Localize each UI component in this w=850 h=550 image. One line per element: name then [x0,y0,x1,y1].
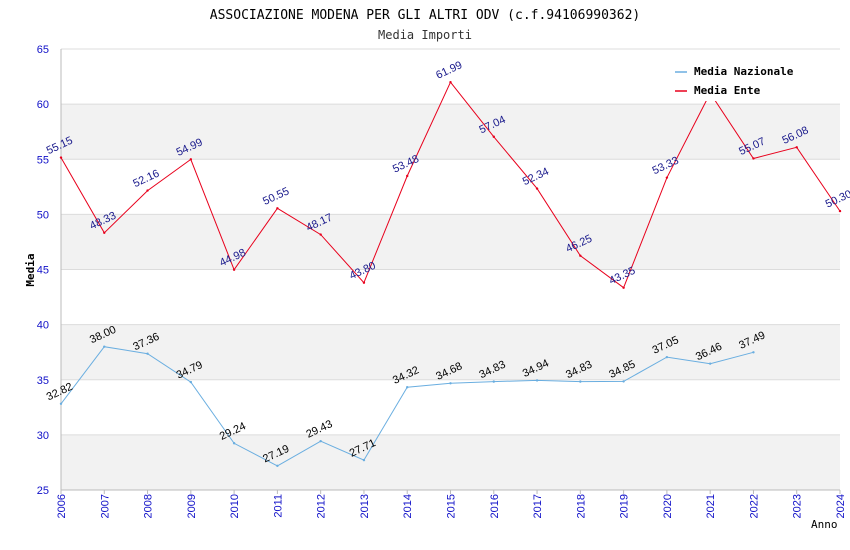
grid-band [61,434,840,490]
y-tick-label: 40 [37,320,49,332]
data-point-media-nazionale [362,458,366,462]
x-tick-label: 2017 [532,494,544,518]
data-point-media-nazionale [708,362,712,365]
data-point-media-ente [189,158,193,161]
data-point-media-nazionale [59,402,63,405]
data-label-media-ente: 52.34 [521,166,551,189]
y-tick-label: 50 [37,209,49,221]
chart-title: ASSOCIAZIONE MODENA PER GLI ALTRI ODV (c… [210,8,640,23]
data-point-media-nazionale [665,355,669,359]
x-tick-label: 2023 [792,494,804,518]
data-point-media-ente [232,268,236,271]
data-point-media-nazionale [319,439,322,443]
y-tick-label: 35 [37,375,49,387]
data-label-media-nazionale: 32.82 [45,381,75,404]
data-point-media-nazionale [535,379,539,382]
x-tick-label: 2021 [705,494,717,518]
legend: Media Nazionale Media Ente [669,60,809,101]
x-tick-label: 2024 [835,494,847,518]
x-tick-label: 2022 [748,494,760,518]
y-tick-label: 45 [37,265,49,277]
data-point-media-ente [276,207,279,210]
x-tick-label: 2008 [143,494,155,518]
x-tick-label: 2019 [619,494,631,518]
data-point-media-nazionale [622,380,625,383]
data-point-media-nazionale [232,442,236,445]
x-axis-title: Anno [811,518,838,531]
data-point-media-nazionale [276,464,279,468]
legend-label-media-nazionale: Media Nazionale [694,65,794,78]
data-point-media-nazionale [146,352,149,355]
x-tick-label: 2010 [229,494,241,518]
x-tick-label: 2016 [489,494,501,518]
data-label-media-ente: 61.99 [434,59,464,82]
data-point-media-nazionale [579,380,582,383]
data-point-media-ente [319,233,322,236]
data-point-media-ente [492,135,495,138]
data-point-media-ente [362,281,366,284]
data-point-media-ente [103,231,106,234]
y-tick-label: 25 [37,485,49,497]
legend-box [669,60,809,101]
x-tick-label: 2006 [56,494,68,518]
y-tick-label: 30 [37,430,49,442]
data-label-media-ente: 50.55 [261,185,291,208]
plot-area: 25 30 35 40 45 50 55 60 65 2006 2007 2008 2009 2010 20… [37,44,850,518]
y-axis-title: Media [24,253,37,286]
x-tick-label: 2015 [446,494,458,518]
data-point-media-nazionale [752,351,755,354]
grid-band [61,214,840,270]
y-tick-label: 55 [37,154,49,166]
x-tick-label: 2009 [186,494,198,518]
x-tick-label: 2007 [99,494,111,518]
x-tick-label: 2018 [575,494,587,518]
data-point-media-ente [838,209,842,213]
data-point-media-ente [59,156,63,159]
x-tick-label: 2014 [402,494,414,518]
data-point-media-nazionale [492,380,495,383]
data-point-media-ente [146,189,149,192]
y-tick-label: 60 [37,99,49,111]
legend-label-media-ente: Media Ente [694,84,761,97]
y-tick-label: 65 [37,44,49,56]
data-point-media-ente [406,174,409,178]
x-tick-label: 2012 [316,494,328,518]
data-label-media-ente: 52.16 [131,168,161,191]
grid-band [61,324,840,380]
data-point-media-nazionale [406,386,409,389]
data-point-media-ente [579,254,582,257]
data-point-media-ente [752,157,755,160]
x-tick-label: 2011 [272,494,284,518]
data-point-media-ente [665,176,669,179]
x-tick-label: 2020 [662,494,674,518]
x-tick-label: 2013 [359,494,371,518]
data-point-media-ente [622,286,625,289]
data-point-media-ente [449,80,452,84]
chart-subtitle: Media Importi [378,28,472,42]
grid-band [61,104,840,160]
data-point-media-ente [795,146,798,149]
data-point-media-nazionale [189,380,193,384]
data-point-media-nazionale [103,345,106,348]
data-point-media-nazionale [449,382,452,385]
data-point-media-ente [535,187,539,190]
